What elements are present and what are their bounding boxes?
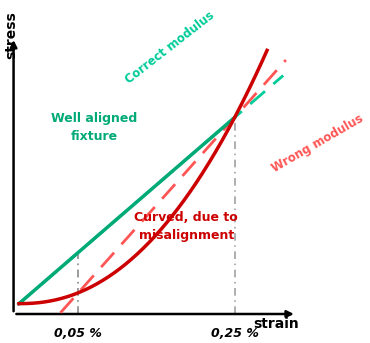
Text: Curved, due to
misalignment: Curved, due to misalignment <box>134 211 238 241</box>
Text: strain: strain <box>254 317 299 331</box>
Text: Wrong modulus: Wrong modulus <box>270 112 366 175</box>
Text: 0,25 %: 0,25 % <box>211 327 259 340</box>
Text: stress: stress <box>4 11 18 59</box>
Text: 0,05 %: 0,05 % <box>54 327 102 340</box>
Text: Correct modulus: Correct modulus <box>123 9 217 86</box>
Text: Well aligned
fixture: Well aligned fixture <box>51 112 138 143</box>
